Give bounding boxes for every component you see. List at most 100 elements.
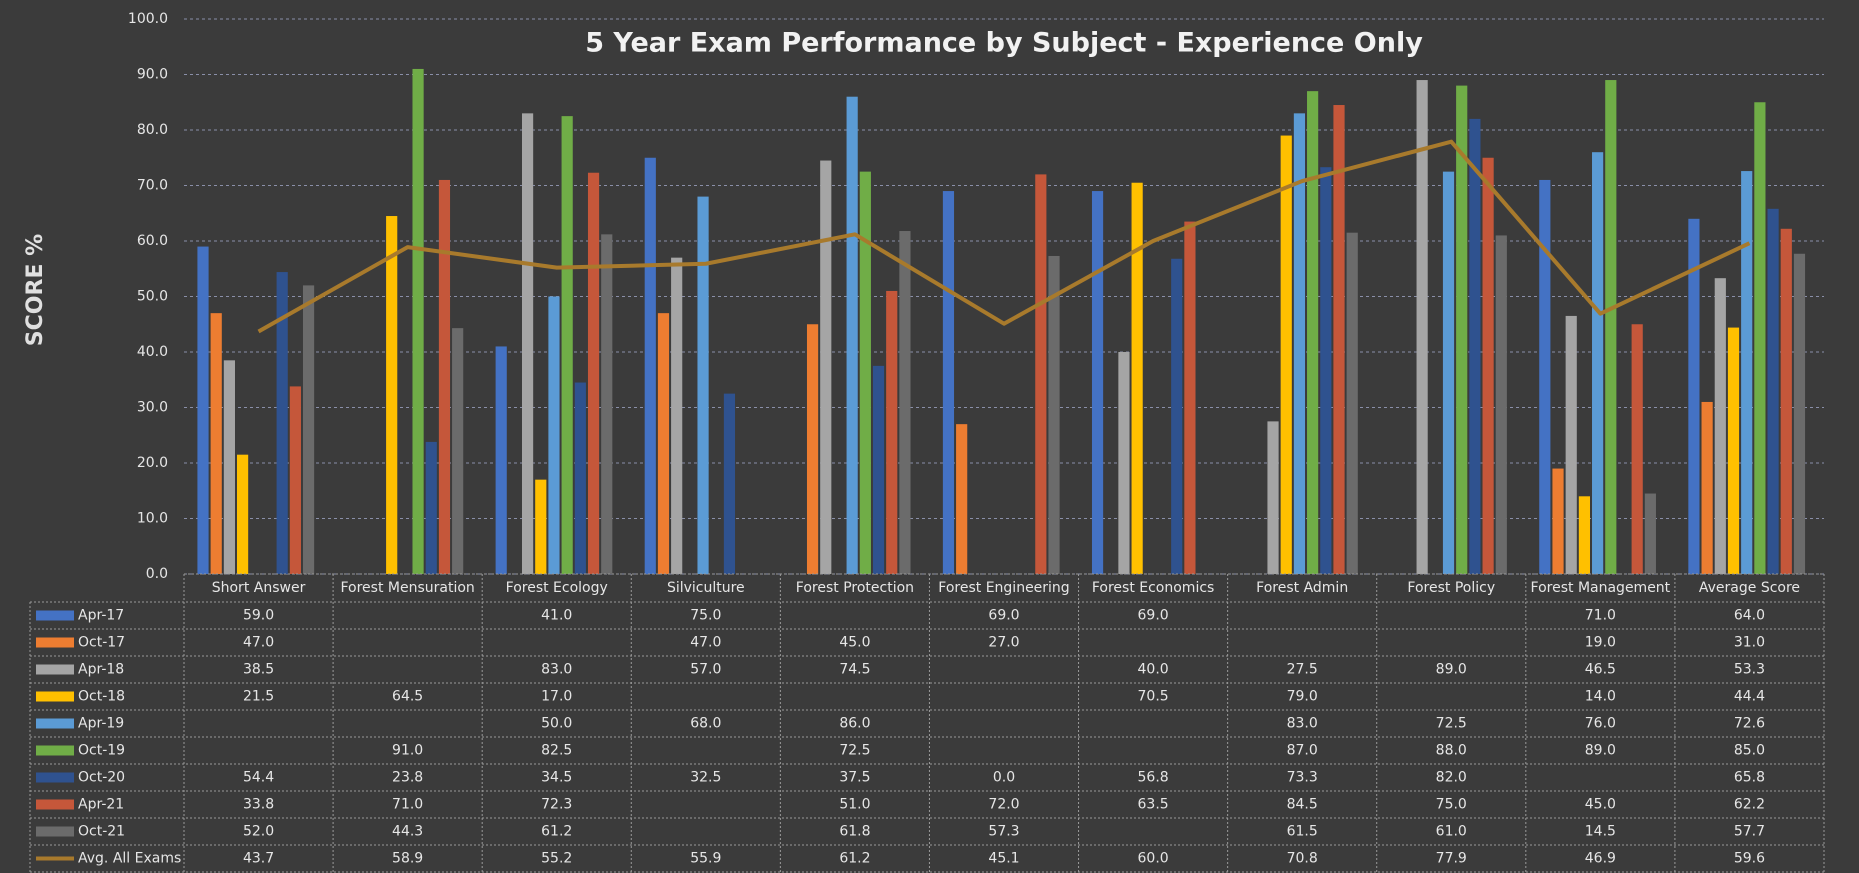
bar bbox=[723, 393, 736, 574]
bar bbox=[671, 257, 683, 574]
x-tick-label: Average Score bbox=[1699, 580, 1800, 596]
table-cell: 55.9 bbox=[690, 851, 721, 867]
table-cell: 19.0 bbox=[1585, 635, 1616, 651]
table-cell: 51.0 bbox=[839, 797, 870, 813]
legend-label: Oct-19 bbox=[78, 743, 125, 759]
legend-label: Avg. All Exams bbox=[78, 851, 181, 867]
bar bbox=[644, 157, 656, 574]
table-cell: 69.0 bbox=[988, 608, 1019, 624]
table-cell: 47.0 bbox=[690, 635, 721, 651]
bar bbox=[587, 172, 600, 575]
table-cell: 70.8 bbox=[1287, 851, 1318, 867]
legend-label: Apr-17 bbox=[78, 608, 124, 624]
legend-label: Apr-18 bbox=[78, 662, 124, 678]
table-cell: 85.0 bbox=[1734, 743, 1765, 759]
table-cell: 43.7 bbox=[243, 851, 274, 867]
x-tick-label: Forest Mensuration bbox=[340, 580, 474, 596]
table-cell: 83.0 bbox=[541, 662, 572, 678]
bar bbox=[210, 313, 222, 574]
table-cell: 21.5 bbox=[243, 689, 274, 705]
table-cell: 77.9 bbox=[1436, 851, 1467, 867]
bar bbox=[302, 285, 315, 574]
table-cell: 91.0 bbox=[392, 743, 423, 759]
x-tick-label: Forest Economics bbox=[1092, 580, 1214, 596]
table-cell: 52.0 bbox=[243, 824, 274, 840]
table-cell: 70.5 bbox=[1138, 689, 1169, 705]
bar bbox=[1091, 191, 1104, 575]
x-tick-label: Forest Admin bbox=[1256, 580, 1348, 596]
bar bbox=[1280, 135, 1292, 575]
bar bbox=[1442, 171, 1455, 574]
table-cell: 61.5 bbox=[1287, 824, 1318, 840]
legend-swatch bbox=[36, 799, 74, 810]
bar bbox=[425, 441, 437, 574]
table-cell: 76.0 bbox=[1585, 716, 1616, 732]
table-cell: 45.0 bbox=[839, 635, 870, 651]
bar bbox=[1701, 401, 1713, 574]
bar bbox=[1793, 253, 1806, 574]
table-cell: 44.4 bbox=[1734, 689, 1765, 705]
table-cell: 68.0 bbox=[690, 716, 721, 732]
bar bbox=[657, 313, 670, 574]
table-cell: 23.8 bbox=[392, 770, 423, 786]
y-tick-label: 0.0 bbox=[146, 566, 168, 582]
table-cell: 64.0 bbox=[1734, 608, 1765, 624]
table-cell: 72.3 bbox=[541, 797, 572, 813]
bar bbox=[1048, 255, 1060, 575]
x-tick-label: Silviculture bbox=[667, 580, 745, 596]
table-cell: 17.0 bbox=[541, 689, 572, 705]
table-cell: 55.2 bbox=[541, 851, 572, 867]
bar bbox=[412, 68, 424, 574]
x-tick-label: Short Answer bbox=[212, 580, 306, 596]
y-tick-label: 90.0 bbox=[137, 67, 168, 83]
x-tick-label: Forest Engineering bbox=[938, 580, 1069, 596]
table-cell: 33.8 bbox=[243, 797, 274, 813]
legend-swatch bbox=[36, 718, 74, 729]
table-cell: 71.0 bbox=[1585, 608, 1616, 624]
legend-swatch bbox=[36, 691, 74, 702]
table-cell: 61.8 bbox=[839, 824, 870, 840]
bar bbox=[1293, 113, 1306, 574]
bar bbox=[223, 360, 235, 574]
table-cell: 73.3 bbox=[1287, 770, 1318, 786]
table-cell: 72.5 bbox=[1436, 716, 1467, 732]
y-axis-title: SCORE % bbox=[23, 234, 48, 346]
table-cell: 45.1 bbox=[988, 851, 1019, 867]
table-cell: 58.9 bbox=[392, 851, 423, 867]
table-cell: 45.0 bbox=[1585, 797, 1616, 813]
table-cell: 38.5 bbox=[243, 662, 274, 678]
bar bbox=[956, 424, 968, 574]
table-cell: 27.0 bbox=[988, 635, 1019, 651]
bar bbox=[574, 382, 586, 574]
table-cell: 0.0 bbox=[993, 770, 1015, 786]
bar bbox=[899, 231, 911, 574]
legend-label: Oct-17 bbox=[78, 635, 125, 651]
table-cell: 74.5 bbox=[839, 662, 870, 678]
bar bbox=[197, 246, 209, 575]
table-cell: 57.0 bbox=[690, 662, 721, 678]
table-cell: 46.9 bbox=[1585, 851, 1616, 867]
bar bbox=[1267, 421, 1279, 574]
table-cell: 57.7 bbox=[1734, 824, 1765, 840]
bar bbox=[1495, 235, 1507, 574]
bar bbox=[276, 272, 288, 574]
table-cell: 44.3 bbox=[392, 824, 423, 840]
legend-swatch bbox=[36, 745, 74, 756]
bar bbox=[697, 196, 709, 574]
legend-label: Apr-21 bbox=[78, 797, 124, 813]
bar bbox=[1592, 152, 1604, 574]
bar bbox=[1307, 91, 1319, 575]
bar bbox=[859, 171, 871, 574]
table-cell: 14.0 bbox=[1585, 689, 1616, 705]
bar bbox=[452, 328, 464, 574]
table-cell: 32.5 bbox=[690, 770, 721, 786]
table-cell: 82.0 bbox=[1436, 770, 1467, 786]
avg-line bbox=[257, 139, 1751, 334]
bar bbox=[1035, 174, 1047, 574]
bar bbox=[548, 296, 560, 574]
table-cell: 75.0 bbox=[690, 608, 721, 624]
table-cell: 27.5 bbox=[1287, 662, 1318, 678]
table-cell: 57.3 bbox=[988, 824, 1019, 840]
x-tick-label: Forest Protection bbox=[796, 580, 914, 596]
table-cell: 88.0 bbox=[1436, 743, 1467, 759]
